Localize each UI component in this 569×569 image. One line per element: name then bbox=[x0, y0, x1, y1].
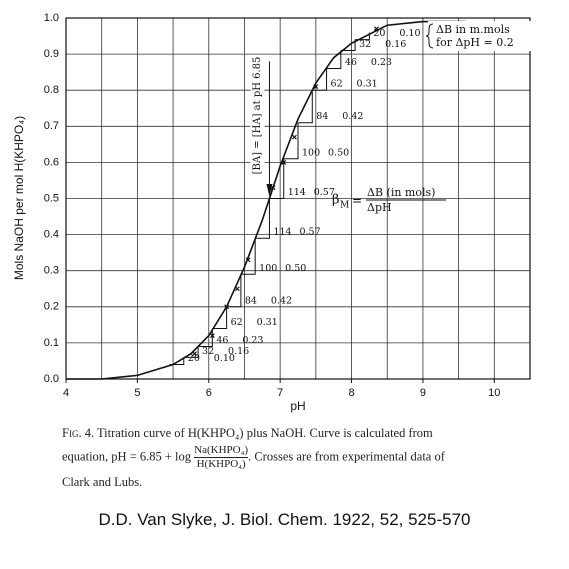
beta-label: 0.23 bbox=[242, 335, 263, 346]
curve bbox=[66, 20, 466, 380]
arrow-label: [BA] = [HA] at pH 6.85 bbox=[252, 57, 263, 175]
cross bbox=[209, 333, 215, 339]
arrow-label-bg bbox=[250, 61, 265, 170]
step bbox=[312, 68, 328, 91]
caption-denominator: H(KHPO₄) bbox=[194, 457, 249, 471]
arrow-head bbox=[266, 184, 273, 197]
x-tick-label: 10 bbox=[488, 387, 500, 399]
x-tick-label: 7 bbox=[277, 387, 283, 399]
y-tick-label: 0.6 bbox=[44, 156, 59, 168]
beta-label: 0.31 bbox=[357, 79, 378, 90]
delta-b-label: 114 bbox=[273, 227, 291, 238]
delta-b-label: 62 bbox=[331, 79, 343, 90]
delta-b-label: 62 bbox=[231, 317, 243, 328]
plot-frame bbox=[65, 17, 531, 380]
beta-formula: β M = ΔB (in mols) ΔpH bbox=[332, 186, 446, 214]
cross bbox=[281, 159, 287, 165]
caption-numerator: Na(KHPO₄) bbox=[194, 444, 249, 456]
y-tick-label: 0.0 bbox=[44, 373, 59, 385]
y-tick-label: 0.4 bbox=[44, 229, 59, 241]
y-axis-label: Mols NaOH per mol H(KHPO₄) bbox=[12, 116, 26, 280]
y-tick-label: 0.2 bbox=[44, 301, 59, 313]
x-axis-label: pH bbox=[290, 399, 305, 413]
beta-label: 0.16 bbox=[385, 39, 406, 50]
caption-label: Fig. 4. bbox=[62, 426, 95, 440]
cross bbox=[192, 351, 197, 357]
delta-b-label: 100 bbox=[302, 147, 320, 158]
y-tick-label: 0.8 bbox=[44, 84, 59, 96]
x-tick-label: 8 bbox=[348, 387, 354, 399]
delta-b-label: 32 bbox=[359, 39, 371, 50]
cross bbox=[374, 26, 379, 32]
step bbox=[326, 50, 342, 70]
beta-numerator: ΔB (in mols) bbox=[367, 186, 435, 199]
beta-label: 0.16 bbox=[228, 346, 249, 357]
beta-denominator: ΔpH bbox=[367, 201, 392, 214]
step bbox=[169, 357, 185, 366]
y-tick-label: 0.1 bbox=[44, 337, 59, 349]
step bbox=[198, 328, 213, 348]
beta-label: 0.10 bbox=[399, 28, 420, 39]
step bbox=[298, 90, 313, 124]
x-tick-label: 6 bbox=[206, 387, 212, 399]
delta-b-label: 32 bbox=[202, 346, 214, 357]
delta-b-label: 84 bbox=[316, 111, 328, 122]
delta-b-label: 100 bbox=[259, 263, 277, 274]
beta-label: 0.50 bbox=[328, 147, 349, 158]
legend-line: ΔB in m.mols bbox=[436, 23, 510, 36]
cross bbox=[234, 286, 240, 292]
beta-label: 0.23 bbox=[371, 57, 392, 68]
beta-label: 0.57 bbox=[314, 187, 335, 198]
caption-fraction: Na(KHPO₄) H(KHPO₄) bbox=[194, 444, 249, 471]
step bbox=[283, 122, 299, 160]
beta-label: 0.42 bbox=[271, 295, 292, 306]
beta-label: 0.42 bbox=[342, 111, 363, 122]
y-tick-label: 0.3 bbox=[44, 265, 59, 277]
step bbox=[240, 238, 256, 275]
step bbox=[226, 274, 242, 308]
y-tick-label: 1.0 bbox=[44, 12, 59, 24]
beta-label: 0.50 bbox=[285, 263, 306, 274]
delta-b-label: 20 bbox=[188, 353, 200, 364]
caption-text: Titration curve of H(KHPO₄) plus NaOH. C… bbox=[62, 426, 433, 464]
beta-label: 0.10 bbox=[214, 353, 235, 364]
legend-box-bg bbox=[428, 21, 532, 51]
x-tick-label: 9 bbox=[420, 387, 426, 399]
cross bbox=[245, 257, 251, 263]
cross bbox=[292, 134, 297, 140]
chart: Mols NaOH per mol H(KHPO₄) pH 0.0 0.1 0.2 0… bbox=[12, 12, 532, 413]
delta-b-label: 46 bbox=[216, 335, 228, 346]
step bbox=[255, 198, 270, 239]
delta-b-label: 46 bbox=[345, 57, 357, 68]
beta-label: 0.57 bbox=[299, 227, 320, 238]
x-tick-label: 4 bbox=[63, 387, 69, 399]
delta-b-label: 114 bbox=[288, 187, 306, 198]
caption-text: . Crosses are from experimental data of … bbox=[62, 449, 445, 489]
delta-b-label: 20 bbox=[373, 28, 385, 39]
beta-subscript: M bbox=[340, 201, 349, 211]
x-tick-label: 5 bbox=[134, 387, 140, 399]
cross bbox=[313, 84, 319, 90]
step bbox=[183, 346, 199, 358]
step bbox=[212, 306, 228, 329]
equals: = bbox=[352, 194, 362, 208]
delta-b-label: 84 bbox=[245, 295, 257, 306]
cross bbox=[224, 304, 230, 310]
y-tick-label: 0.9 bbox=[44, 48, 59, 60]
beta-label: 0.31 bbox=[257, 317, 278, 328]
brace bbox=[425, 23, 434, 49]
step bbox=[340, 39, 356, 51]
y-tick-label: 0.5 bbox=[44, 192, 59, 204]
step bbox=[269, 158, 285, 199]
caption: Fig. 4. Titration curve of H(KHPO₄) plus… bbox=[62, 422, 462, 493]
beta-symbol: β bbox=[332, 193, 340, 208]
y-tick-label: 0.7 bbox=[44, 120, 59, 132]
source: D.D. Van Slyke, J. Biol. Chem. 1922, 52,… bbox=[98, 510, 471, 529]
legend-line: for ΔpH = 0.2 bbox=[436, 36, 514, 49]
